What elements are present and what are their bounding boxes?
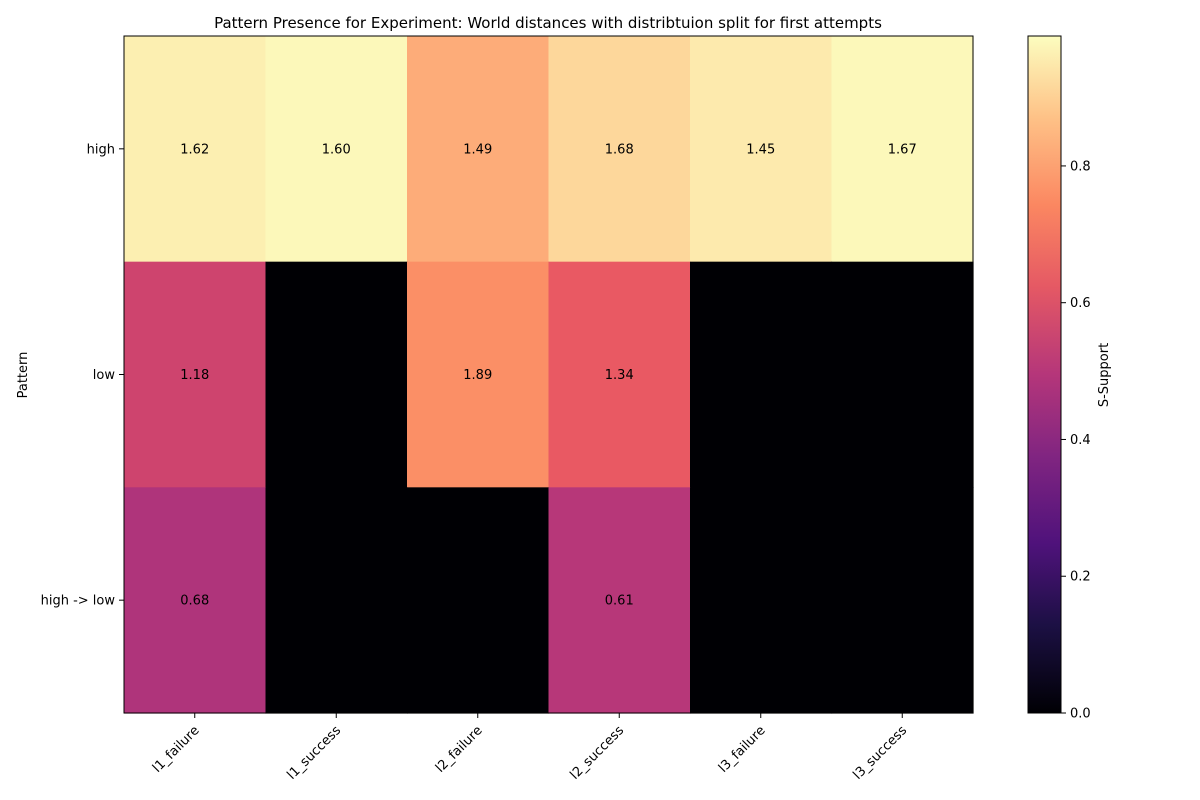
- heatmap-cell: [124, 261, 267, 488]
- x-tick-label: l3_failure: [716, 723, 769, 776]
- heatmap-cell: [407, 261, 550, 488]
- cell-value-label: 1.34: [605, 368, 634, 383]
- heatmap-cell: [548, 36, 691, 263]
- y-axis-ticks: high low high -> low: [41, 142, 124, 609]
- colorbar-tick-label: 0.6: [1070, 296, 1091, 311]
- heatmap-cell: [548, 261, 691, 488]
- cell-value-label: 1.89: [463, 368, 492, 383]
- cell-value-label: 0.61: [605, 594, 634, 609]
- heatmap-cell: [124, 36, 267, 263]
- y-tick-label: high: [87, 142, 115, 157]
- heatmap-cell-labels: 1.62 1.60 1.49 1.68 1.45 1.67 1.18 1.89 1.34 0.68…: [180, 142, 916, 608]
- heatmap-cell: [265, 36, 408, 263]
- x-tick-label: l2_failure: [433, 723, 486, 776]
- colorbar-tick-label: 0.8: [1070, 159, 1091, 174]
- colorbar-tick-label: 0.0: [1070, 707, 1091, 722]
- cell-value-label: 1.67: [888, 142, 917, 157]
- heatmap-cell: [690, 261, 833, 488]
- x-tick-label: l3_success: [851, 723, 911, 783]
- heatmap-cells: [124, 36, 974, 714]
- cell-value-label: 0.68: [180, 594, 209, 609]
- heatmap-cell: [690, 36, 833, 263]
- x-tick-label: l1_failure: [150, 723, 203, 776]
- chart-title: Pattern Presence for Experiment: World d…: [214, 14, 882, 32]
- y-tick-label: low: [93, 368, 116, 383]
- x-axis-ticks: l1_failure l1_success l2_failure l2_success…: [150, 713, 910, 783]
- heatmap-cell: [831, 261, 974, 488]
- heatmap-cell: [548, 487, 691, 714]
- colorbar-ticks: 0.0 0.2 0.4 0.6 0.8: [1061, 159, 1091, 722]
- heatmap-cell: [690, 487, 833, 714]
- cell-value-label: 1.18: [180, 368, 209, 383]
- y-tick-label: high -> low: [41, 594, 116, 609]
- heatmap-cell: [407, 36, 550, 263]
- x-tick-label: l2_success: [568, 723, 628, 783]
- plot-frame: [123, 35, 974, 714]
- cell-value-label: 1.62: [180, 142, 209, 157]
- heatmap-cell: [265, 261, 408, 488]
- colorbar: [1027, 35, 1062, 714]
- colorbar-tick-label: 0.2: [1070, 570, 1091, 585]
- cell-value-label: 1.68: [605, 142, 634, 157]
- heatmap-cell: [265, 487, 408, 714]
- x-tick-label: l1_success: [285, 723, 345, 783]
- heatmap-cell: [831, 36, 974, 263]
- heatmap-cell: [124, 487, 267, 714]
- heatmap-cell: [831, 487, 974, 714]
- cell-value-label: 1.49: [463, 142, 492, 157]
- y-axis-label: Pattern: [16, 352, 31, 399]
- cell-value-label: 1.45: [746, 142, 775, 157]
- heatmap-cell: [407, 487, 550, 714]
- cell-value-label: 1.60: [322, 142, 351, 157]
- colorbar-label: S-Support: [1097, 343, 1112, 407]
- colorbar-tick-label: 0.4: [1070, 433, 1091, 448]
